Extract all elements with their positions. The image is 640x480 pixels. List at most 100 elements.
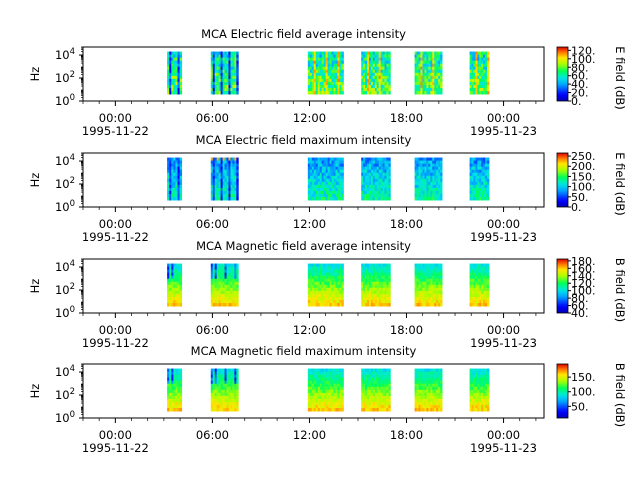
colorbar-label: B field (dB)	[613, 363, 627, 427]
spectrogram-block	[414, 157, 443, 201]
spectrogram-block	[307, 157, 344, 201]
plot-frame	[82, 258, 545, 314]
spectrogram-block	[210, 51, 239, 95]
plot-frame	[82, 46, 545, 102]
y-tick-label: 102	[55, 70, 75, 85]
spectrogram-block	[469, 157, 490, 201]
x-tick-label: 18:00	[390, 428, 423, 442]
y-tick-label: 102	[55, 387, 75, 402]
colorbar-tick-label: 100.	[571, 386, 596, 399]
spectrogram-block	[469, 263, 490, 307]
colorbar-tick-label: 80.	[571, 292, 589, 305]
y-axis-label: Hz	[28, 384, 42, 399]
x-tick-label: 12:00	[293, 111, 326, 125]
colorbar	[556, 152, 569, 208]
colorbar-tick-label: 50.	[571, 191, 589, 204]
x-tick-label: 12:00	[293, 323, 326, 337]
y-axis-label: Hz	[28, 279, 42, 294]
spectrogram-block	[167, 368, 183, 412]
y-tick-label: 102	[55, 176, 75, 191]
chart-panel-3: MCA Magnetic field average intensity 100 1…	[28, 239, 627, 350]
x-date-label: 1995-11-23	[470, 441, 537, 455]
x-tick-label: 18:00	[390, 111, 423, 125]
colorbar-label: E field (dB)	[613, 152, 627, 216]
y-tick-label: 100	[55, 305, 75, 320]
colorbar-tick-label: 20.	[571, 87, 589, 100]
x-date-label: 1995-11-22	[82, 336, 149, 350]
panel-title: MCA Electric field maximum intensity	[196, 133, 412, 147]
colorbar-tick-label: 150.	[571, 371, 596, 384]
colorbar-tick-label: 100.	[571, 181, 596, 194]
spectrogram-block	[361, 51, 391, 95]
y-tick-label: 104	[55, 153, 75, 168]
colorbar-tick-label: 40.	[571, 78, 589, 91]
x-tick-label: 00:00	[99, 111, 132, 125]
y-axis-label: Hz	[28, 67, 42, 82]
spectrogram-block	[167, 157, 183, 201]
spectrogram-block	[210, 263, 239, 307]
y-tick-label: 100	[55, 93, 75, 108]
spectrogram-block	[210, 157, 239, 201]
colorbar-tick-label: 150.	[571, 170, 596, 183]
colorbar-tick-label: 0.	[571, 201, 582, 214]
x-date-label: 1995-11-22	[82, 230, 149, 244]
colorbar-label: B field (dB)	[613, 258, 627, 322]
colorbar-tick-label: 80.	[571, 61, 589, 74]
x-date-label: 1995-11-22	[82, 441, 149, 455]
colorbar-tick-label: 60.	[571, 70, 589, 83]
spectrogram-block	[361, 157, 391, 201]
x-date-label: 1995-11-22	[82, 124, 149, 138]
spectrogram-block	[469, 368, 490, 412]
colorbar-tick-label: 180.	[571, 255, 596, 268]
colorbar-tick-label: 0.	[571, 95, 582, 108]
x-date-label: 1995-11-23	[470, 124, 537, 138]
y-tick-label: 104	[55, 364, 75, 379]
spectrogram-block	[414, 51, 443, 95]
x-date-label: 1995-11-23	[470, 336, 537, 350]
chart-panel-1: MCA Electric field average intensity 100 1…	[28, 27, 627, 138]
x-tick-label: 06:00	[196, 217, 229, 231]
colorbar	[556, 258, 569, 314]
chart-panel-4: MCA Magnetic field maximum intensity 100 1…	[28, 344, 627, 455]
x-date-label: 1995-11-23	[470, 230, 537, 244]
x-tick-label: 00:00	[487, 217, 520, 231]
colorbar-tick-label: 140.	[571, 270, 596, 283]
colorbar-tick-label: 250.	[571, 150, 596, 163]
panel-title: MCA Magnetic field maximum intensity	[191, 344, 417, 358]
x-tick-label: 00:00	[99, 323, 132, 337]
x-tick-label: 00:00	[487, 323, 520, 337]
panel-title: MCA Magnetic field average intensity	[196, 239, 411, 253]
colorbar	[556, 46, 569, 102]
colorbar-tick-label: 120.	[571, 44, 596, 57]
x-tick-label: 00:00	[99, 428, 132, 442]
x-tick-label: 12:00	[293, 217, 326, 231]
x-tick-label: 00:00	[99, 217, 132, 231]
spectrogram-block	[414, 368, 443, 412]
x-tick-label: 00:00	[487, 428, 520, 442]
spectrogram-block	[307, 263, 344, 307]
y-tick-label: 104	[55, 259, 75, 274]
spectrogram-block	[414, 263, 443, 307]
chart-panel-2: MCA Electric field maximum intensity 100 1…	[28, 133, 627, 244]
colorbar-label: E field (dB)	[613, 46, 627, 110]
spectrogram-block	[210, 368, 239, 412]
x-tick-label: 00:00	[487, 111, 520, 125]
x-tick-label: 18:00	[390, 323, 423, 337]
spectrogram-block	[307, 368, 344, 412]
plot-frame	[82, 363, 545, 419]
spectrogram-block	[469, 51, 490, 95]
colorbar-tick-label: 200.	[571, 160, 596, 173]
colorbar-tick-label: 50.	[571, 400, 589, 413]
x-tick-label: 06:00	[196, 111, 229, 125]
x-tick-label: 12:00	[293, 428, 326, 442]
colorbar-tick-label: 100.	[571, 53, 596, 66]
x-tick-label: 06:00	[196, 428, 229, 442]
y-axis-label: Hz	[28, 173, 42, 188]
y-tick-label: 104	[55, 47, 75, 62]
y-tick-label: 100	[55, 410, 75, 425]
panel-title: MCA Electric field average intensity	[201, 27, 406, 41]
spectrogram-block	[361, 368, 391, 412]
spectrogram-block	[361, 263, 391, 307]
colorbar-tick-label: 160.	[571, 262, 596, 275]
